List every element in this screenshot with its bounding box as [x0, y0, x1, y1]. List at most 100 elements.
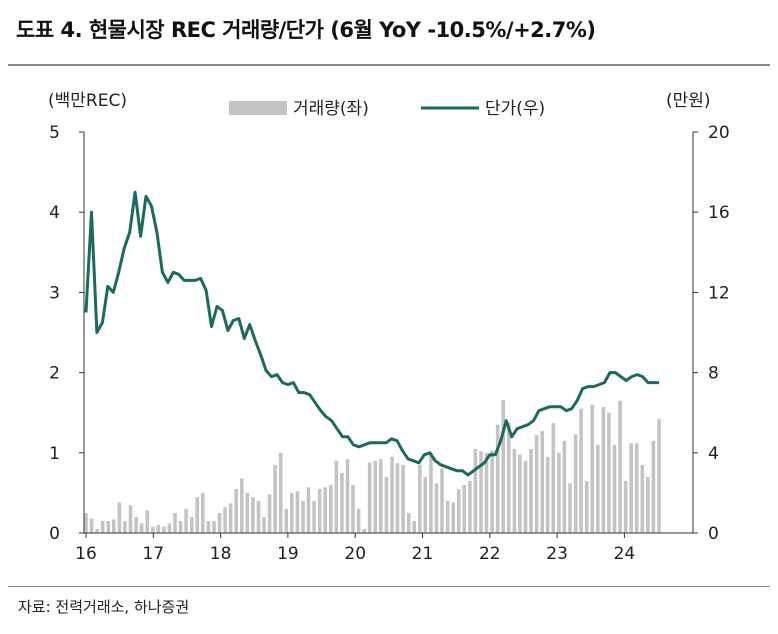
right-unit-label: (만원) [666, 91, 711, 111]
right-tick-label: 12 [708, 283, 730, 303]
volume-bar [373, 460, 378, 533]
left-tick-label: 0 [49, 524, 60, 544]
volume-bar [534, 435, 539, 533]
volume-bar [451, 502, 455, 533]
volume-bar [217, 513, 222, 533]
volume-bar [379, 459, 383, 533]
volume-bar [95, 529, 99, 533]
volume-bar [445, 500, 450, 533]
volume-bar [201, 492, 205, 533]
volume-bar [584, 480, 589, 533]
volume-bar [145, 510, 149, 533]
volume-bar [117, 502, 122, 533]
volume-bar [212, 521, 216, 533]
volume-bar [295, 491, 300, 533]
volume-bar [612, 444, 617, 533]
volume-bar [345, 459, 350, 533]
x-tick-label: 17 [142, 544, 164, 564]
volume-bar [184, 508, 188, 533]
volume-bar [495, 424, 500, 533]
x-tick-label: 19 [277, 544, 299, 564]
left-unit-label: (백만REC) [48, 91, 127, 111]
volume-bar [334, 460, 339, 533]
x-tick-label: 21 [412, 544, 434, 564]
volume-bar [462, 484, 467, 533]
volume-bar [273, 464, 277, 533]
volume-bar [512, 448, 517, 533]
x-tick-label: 22 [479, 544, 501, 564]
volume-bar [568, 483, 572, 533]
x-ticks: 16 17 18 19 20 21 22 23 24 [75, 533, 635, 564]
volume-bar [618, 400, 622, 533]
source-divider [8, 586, 770, 587]
volume-bar [395, 463, 400, 533]
right-tick-label: 4 [708, 444, 719, 464]
volume-bar [89, 518, 94, 533]
volume-bar [557, 452, 561, 533]
volume-bar [223, 507, 227, 533]
volume-bar [540, 431, 544, 533]
volume-bar [590, 404, 594, 533]
volume-bar [429, 452, 433, 533]
volume-bar [418, 464, 422, 533]
volume-bar [484, 452, 489, 533]
volume-bar [390, 456, 394, 533]
x-tick-label: 24 [614, 544, 636, 564]
title-divider [8, 64, 770, 66]
right-tick-label: 20 [708, 123, 730, 143]
volume-bar [106, 521, 111, 533]
volume-bar [139, 523, 144, 533]
volume-bar [501, 399, 505, 533]
volume-bar [529, 448, 533, 533]
legend-price-label: 단가(우) [485, 99, 545, 119]
volume-bar [545, 456, 550, 533]
volume-bar [262, 517, 266, 533]
left-ticks: 0 1 2 3 4 5 [49, 123, 84, 544]
price-line [84, 190, 659, 477]
right-tick-label: 8 [708, 364, 719, 384]
left-tick-label: 1 [49, 444, 60, 464]
volume-bar [384, 476, 389, 533]
volume-bar [456, 488, 461, 533]
legend: 거래량(좌) 단가(우) [229, 99, 545, 119]
volume-bar [312, 500, 316, 533]
volume-bar [178, 521, 183, 533]
volume-bar [156, 525, 161, 533]
volume-bar [634, 443, 639, 533]
left-tick-label: 3 [49, 283, 60, 303]
volume-bar [173, 513, 177, 533]
legend-volume-label: 거래량(좌) [293, 99, 369, 119]
volume-bar [134, 517, 138, 533]
volume-bar [367, 462, 372, 533]
volume-bar [356, 508, 361, 533]
volume-bar [473, 448, 478, 533]
volume-bar [290, 492, 294, 533]
volume-bar [162, 526, 166, 533]
volume-bar [84, 513, 88, 533]
volume-bar [256, 500, 261, 533]
volume-bar [629, 443, 633, 533]
volume-bar [440, 468, 444, 533]
volume-bar [301, 500, 305, 533]
right-tick-label: 16 [708, 203, 730, 223]
volume-bar [434, 483, 439, 533]
source-note: 자료: 전력거래소, 하나증권 [18, 598, 190, 616]
volume-bar [401, 464, 405, 533]
volume-bar [284, 508, 289, 533]
volume-bar [278, 452, 283, 533]
left-tick-label: 4 [49, 203, 60, 223]
volume-bar [100, 521, 105, 533]
volume-bar [518, 454, 522, 533]
volume-bar [551, 423, 556, 533]
volume-bar [128, 504, 133, 533]
volume-bar [507, 422, 511, 533]
volume-bar [267, 494, 272, 533]
volume-bar [362, 529, 366, 533]
volume-bar [317, 488, 322, 533]
x-tick-label: 23 [546, 544, 568, 564]
volume-bar [657, 419, 661, 533]
volume-bar [623, 480, 628, 533]
volume-bar [579, 408, 583, 533]
right-tick-label: 0 [708, 524, 719, 544]
volume-bar [596, 444, 600, 533]
